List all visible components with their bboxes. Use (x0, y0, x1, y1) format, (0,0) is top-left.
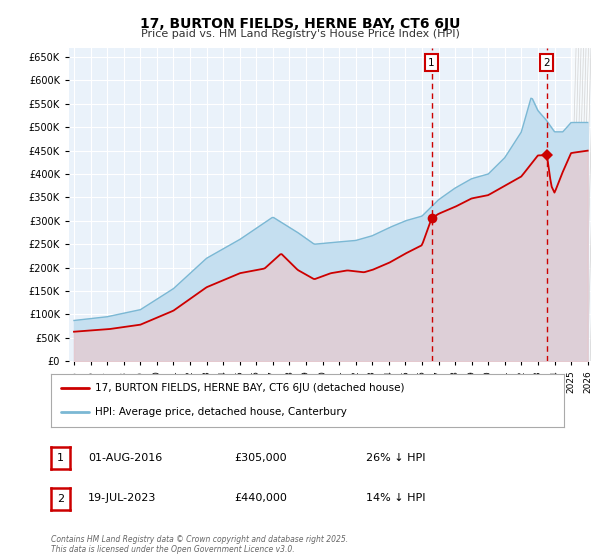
Text: 17, BURTON FIELDS, HERNE BAY, CT6 6JU: 17, BURTON FIELDS, HERNE BAY, CT6 6JU (140, 17, 460, 31)
Text: 26% ↓ HPI: 26% ↓ HPI (366, 452, 425, 463)
Text: 19-JUL-2023: 19-JUL-2023 (88, 493, 157, 503)
Text: £305,000: £305,000 (234, 452, 287, 463)
Text: Contains HM Land Registry data © Crown copyright and database right 2025.
This d: Contains HM Land Registry data © Crown c… (51, 535, 348, 554)
Text: Price paid vs. HM Land Registry's House Price Index (HPI): Price paid vs. HM Land Registry's House … (140, 29, 460, 39)
Text: HPI: Average price, detached house, Canterbury: HPI: Average price, detached house, Cant… (95, 407, 346, 417)
Text: 1: 1 (57, 453, 64, 463)
Text: 17, BURTON FIELDS, HERNE BAY, CT6 6JU (detached house): 17, BURTON FIELDS, HERNE BAY, CT6 6JU (d… (95, 383, 404, 393)
Text: 14% ↓ HPI: 14% ↓ HPI (366, 493, 425, 503)
Text: £440,000: £440,000 (234, 493, 287, 503)
Text: 2: 2 (57, 494, 64, 504)
Text: 01-AUG-2016: 01-AUG-2016 (88, 452, 163, 463)
Text: 1: 1 (428, 58, 435, 68)
Text: 2: 2 (544, 58, 550, 68)
